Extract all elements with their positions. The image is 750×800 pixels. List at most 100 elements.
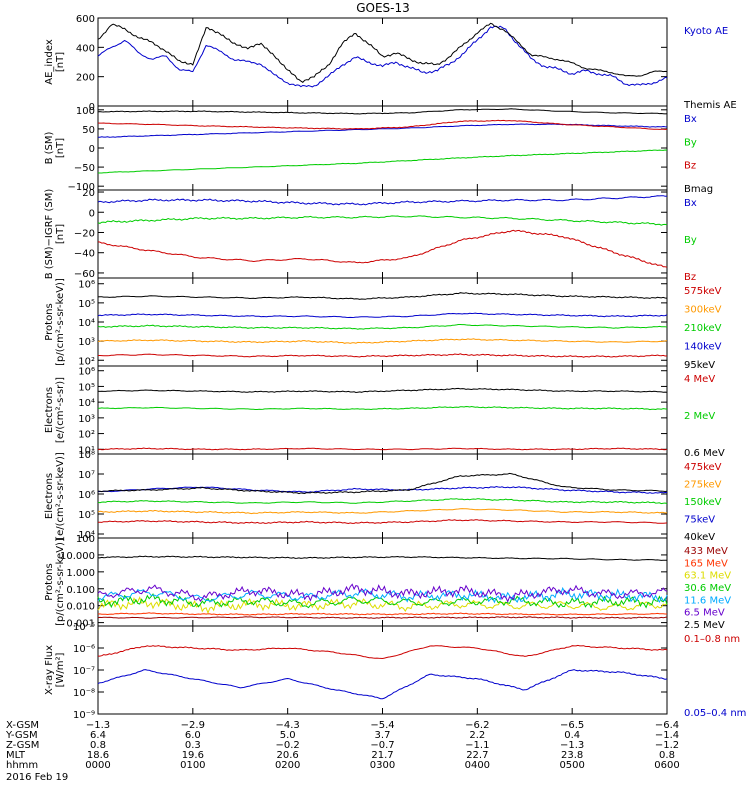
legend-entry: 63.1 MeV <box>684 571 731 582</box>
x-axis-value: −1.1 <box>465 740 489 751</box>
y-tick-label: 10⁵ <box>78 510 95 521</box>
x-axis-value: 20.6 <box>277 750 299 761</box>
x-axis-value: −0.7 <box>370 740 394 751</box>
y-axis-title: Electrons[e/(cm²-s-sr)] <box>44 377 66 443</box>
series-line-0-6-mev <box>97 387 668 394</box>
y-axis-title-line2: [e/(cm²-s-sr-keV)] <box>55 452 66 540</box>
x-axis-value: −4.3 <box>276 720 300 731</box>
y-tick-label: 10⁻⁵ <box>73 622 95 633</box>
y-tick-label: 10.000 <box>60 551 95 562</box>
series-line-bx <box>98 123 668 138</box>
y-tick-label: −60 <box>74 269 95 280</box>
legend-entry: 2 MeV <box>684 411 715 422</box>
y-axis-title-line1: Electrons <box>44 473 55 519</box>
y-tick-label: 10⁻⁸ <box>73 688 95 699</box>
y-tick-label: 10³ <box>78 337 95 348</box>
x-axis-value: −1.2 <box>655 740 679 751</box>
panel-electrons_mev: 10¹ 10² 10³ 10⁴ 10⁵ 10⁶ Electrons[e/(cm²-s-sr)… <box>44 365 725 459</box>
legend-entry: 0.1–0.8 nm <box>684 634 740 645</box>
legend-entry: 150keV <box>684 497 722 508</box>
date-label: 2016 Feb 19 <box>6 772 68 783</box>
legend-entry: 0.6 MeV <box>684 448 725 459</box>
panel-xray: 10⁻⁹ 10⁻⁸ 10⁻⁷ 10⁻⁶ 10⁻⁵ X-ray Flux[W/m²] 0.1–… <box>44 622 746 721</box>
y-axis-title-line1: B (SM)−IGRF (SM) <box>44 189 55 280</box>
series-line-by <box>97 149 668 174</box>
y-tick-label: 1.000 <box>66 568 95 579</box>
legend-entry: By <box>684 235 697 246</box>
y-axis-title-line2: [nT] <box>55 52 66 72</box>
y-axis-title-line1: Electrons <box>44 387 55 433</box>
x-axis-value: 6.4 <box>90 730 106 741</box>
y-axis-title-line1: X-ray Flux <box>44 645 55 695</box>
legend-entry: 95keV <box>684 360 715 371</box>
legend-entry: Bx <box>684 198 697 209</box>
x-axis-value: −1.4 <box>655 730 679 741</box>
series-line-4-mev <box>97 447 668 451</box>
x-axis-value: 23.8 <box>561 750 583 761</box>
legend-entry: 0.05–0.4 nm <box>684 708 746 719</box>
y-tick-label: 0 <box>89 144 95 155</box>
x-axis-value: 3.7 <box>375 730 391 741</box>
y-tick-label: −100 <box>68 182 95 193</box>
x-axis-row-label: Y-GSM <box>5 730 38 741</box>
y-tick-label: 10² <box>78 430 95 441</box>
series-line-165-mev <box>97 612 667 616</box>
legend-entry: 4 MeV <box>684 374 715 385</box>
y-axis-title-line1: Protons <box>44 303 55 340</box>
x-axis-value: 19.6 <box>182 750 204 761</box>
x-axis-row-label: Z-GSM <box>6 740 39 751</box>
x-axis-value: 0100 <box>180 760 205 771</box>
y-tick-label: 20 <box>82 188 95 199</box>
plot-title: GOES-13 <box>356 1 410 15</box>
series-line-0-05-0-4-nm <box>97 669 668 700</box>
panel-protons_high: 0.001 0.010 0.100 1.000 10.000 100 Protons[p/(… <box>44 534 731 631</box>
x-axis-value: 0.3 <box>185 740 201 751</box>
series-line-by <box>97 215 668 226</box>
y-tick-label: 100 <box>76 534 95 545</box>
y-tick-label: 10⁻⁹ <box>73 710 95 721</box>
y-axis-title-line1: Protons <box>44 563 55 600</box>
y-tick-label: 0.100 <box>66 585 95 596</box>
panel-frame <box>97 625 668 715</box>
y-tick-label: 10¹ <box>78 445 95 456</box>
legend-entry: 6.5 MeV <box>684 608 725 619</box>
series-line-210kev <box>97 324 668 330</box>
series-line-bmag <box>97 108 668 115</box>
series-line-475kev <box>98 519 668 525</box>
y-tick-label: 10⁴ <box>78 530 95 541</box>
x-axis-value: 22.7 <box>466 750 488 761</box>
series-line-40kev <box>97 472 668 495</box>
x-axis-value: −1.3 <box>560 740 584 751</box>
panel-ae: 0 200 400 600 AE_index[nT] Kyoto AE Themis AE <box>44 14 737 113</box>
y-tick-label: 200 <box>76 73 95 84</box>
series-line-575kev <box>98 353 668 358</box>
panel-frame <box>97 365 668 455</box>
x-axis-value: −6.5 <box>560 720 584 731</box>
x-axis-value: −6.4 <box>655 720 679 731</box>
legend-entry: 575keV <box>684 286 722 297</box>
series-line-300kev <box>97 338 667 344</box>
legend-entry: 2.5 MeV <box>684 620 725 631</box>
x-axis-row-label: hhmm <box>6 760 38 771</box>
y-axis-title: Electrons[e/(cm²-s-sr-keV)] <box>44 452 66 540</box>
legend-entry: 140keV <box>684 342 722 353</box>
legend-entry: Bz <box>684 272 696 283</box>
series-line-2-5-mev <box>98 555 667 561</box>
x-axis-value: 0.8 <box>659 750 675 761</box>
y-axis-title-line1: B (SM) <box>44 131 55 164</box>
panel-b_sm: 100 50 0 −50 −100 B (SM)[nT] Bx By Bz Bmag <box>44 105 713 195</box>
y-tick-label: 10² <box>78 356 95 367</box>
y-axis-title-line2: [nT] <box>55 224 66 244</box>
y-tick-label: 400 <box>76 43 95 54</box>
x-axis-value: −2.9 <box>181 720 205 731</box>
y-tick-label: 10⁶ <box>78 280 95 291</box>
y-tick-label: 10³ <box>78 414 95 425</box>
series-line-0-1-0-8-nm <box>98 644 668 660</box>
y-axis-title: Protons[p/(cm²-s-sr-keV)] <box>44 538 66 626</box>
x-axis-value: −6.2 <box>465 720 489 731</box>
y-tick-label: −40 <box>74 249 95 260</box>
legend-entry: 433 MeV <box>684 546 728 557</box>
x-axis-value: 21.7 <box>371 750 393 761</box>
y-tick-label: 0 <box>89 102 95 113</box>
